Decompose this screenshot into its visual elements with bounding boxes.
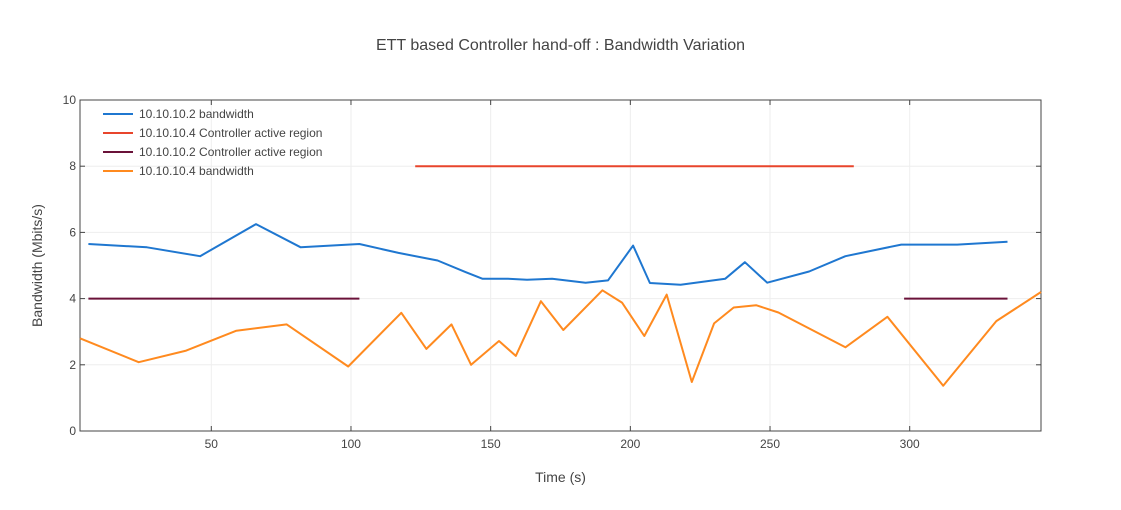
y-axis: 0 2 4 6 8 10 — [63, 93, 1041, 438]
legend-label: 10.10.10.2 Controller active region — [139, 145, 322, 159]
y-tick-label: 4 — [69, 292, 76, 306]
x-tick-label: 100 — [341, 437, 361, 451]
legend-label: 10.10.10.2 bandwidth — [139, 107, 254, 121]
legend-label: 10.10.10.4 bandwidth — [139, 164, 254, 178]
legend: 10.10.10.2 bandwidth 10.10.10.4 Controlle… — [103, 107, 322, 178]
x-axis-title: Time (s) — [535, 469, 586, 485]
legend-item: 10.10.10.2 Controller active region — [103, 145, 322, 159]
x-axis: 50 100 150 200 250 300 — [205, 100, 920, 451]
y-tick-label: 6 — [69, 225, 76, 239]
legend-item: 10.10.10.4 bandwidth — [103, 164, 254, 178]
y-tick-label: 2 — [69, 358, 76, 372]
chart-title: ETT based Controller hand-off : Bandwidt… — [376, 37, 745, 54]
legend-item: 10.10.10.4 Controller active region — [103, 126, 322, 140]
x-tick-label: 200 — [620, 437, 640, 451]
x-tick-label: 150 — [481, 437, 501, 451]
legend-item: 10.10.10.2 bandwidth — [103, 107, 254, 121]
series-1 — [88, 223, 1008, 286]
series-line — [79, 289, 1042, 387]
y-axis-title: Bandwidth (Mbits/s) — [29, 204, 45, 327]
series-4 — [79, 289, 1042, 387]
x-tick-label: 300 — [900, 437, 920, 451]
y-tick-label: 0 — [69, 424, 76, 438]
y-tick-label: 8 — [69, 159, 76, 173]
series-line — [88, 223, 1008, 286]
x-tick-label: 250 — [760, 437, 780, 451]
x-tick-label: 50 — [205, 437, 219, 451]
series-layer — [79, 165, 1042, 387]
plot-frame — [79, 99, 1042, 432]
legend-label: 10.10.10.4 Controller active region — [139, 126, 322, 140]
y-tick-label: 10 — [63, 93, 77, 107]
